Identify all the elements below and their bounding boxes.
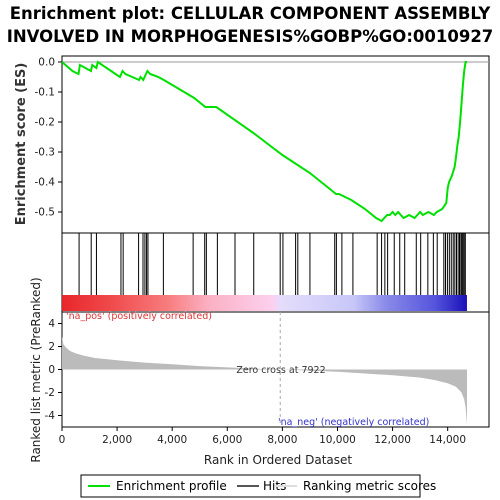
ranking-color-bar — [62, 295, 467, 311]
metric-y-ticks: 4 2 0 -2 -4 — [45, 318, 62, 422]
title-line-2: INVOLVED IN MORPHOGENESIS%GOBP%GO:001092… — [7, 27, 494, 46]
x-axis: 0 2,000 4,000 6,000 8,000 10,000 12,000 14,000 — [59, 427, 466, 446]
es-y-axis-label: Enrichment score (ES) — [14, 63, 29, 226]
legend: Enrichment profile Hits Ranking metric s… — [80, 474, 436, 498]
x-axis-label: Rank in Ordered Dataset — [204, 453, 352, 467]
hits-panel — [61, 232, 490, 313]
metric-y-tick-label: -4 — [45, 410, 56, 422]
x-tick-label: 6,000 — [212, 434, 242, 446]
metric-y-tick-label: -2 — [45, 387, 55, 399]
es-y-tick-label: 0.0 — [38, 57, 55, 69]
legend-profile-label: Enrichment profile — [116, 479, 227, 493]
x-tick-label: 8,000 — [267, 434, 297, 446]
metric-y-tick-label: 0 — [48, 364, 55, 376]
es-y-tick-label: -0.2 — [35, 117, 56, 129]
es-y-tick-label: -0.4 — [35, 177, 56, 189]
es-panel-frame — [61, 55, 490, 234]
metric-panel: 4 2 0 -2 -4 'na_pos' (positively correlated)… — [29, 277, 490, 463]
x-tick-label: 14,000 — [429, 434, 466, 446]
x-tick-label: 12,000 — [374, 434, 411, 446]
na-neg-label: 'na_neg' (negatively correlated) — [278, 417, 429, 428]
x-tick-label: 0 — [59, 434, 66, 446]
na-pos-label: 'na_pos' (positively correlated) — [66, 311, 212, 322]
x-tick-label: 2,000 — [102, 434, 132, 446]
es-y-tick-label: -0.5 — [35, 207, 56, 219]
legend-hits-label: Hits — [263, 479, 286, 493]
title-line-1: Enrichment plot: CELLULAR COMPONENT ASSE… — [10, 4, 492, 23]
zero-cross-label: Zero cross at 7922 — [236, 365, 325, 376]
es-y-ticks: 0.0 -0.1 -0.2 -0.3 -0.4 -0.5 — [35, 57, 62, 219]
metric-y-tick-label: 4 — [48, 318, 55, 330]
es-y-tick-label: -0.3 — [35, 147, 56, 159]
enrichment-profile-line — [61, 60, 467, 223]
es-y-tick-label: -0.1 — [35, 87, 56, 99]
legend-ranking-label: Ranking metric scores — [303, 479, 436, 493]
metric-y-tick-label: 2 — [48, 341, 55, 353]
x-tick-label: 10,000 — [319, 434, 356, 446]
metric-y-axis-label: Ranked list metric (PreRanked) — [29, 277, 43, 462]
es-panel: 0.0 -0.1 -0.2 -0.3 -0.4 -0.5 Enrichment score… — [14, 55, 490, 234]
x-tick-label: 4,000 — [157, 434, 187, 446]
hit-lines — [78, 233, 466, 295]
